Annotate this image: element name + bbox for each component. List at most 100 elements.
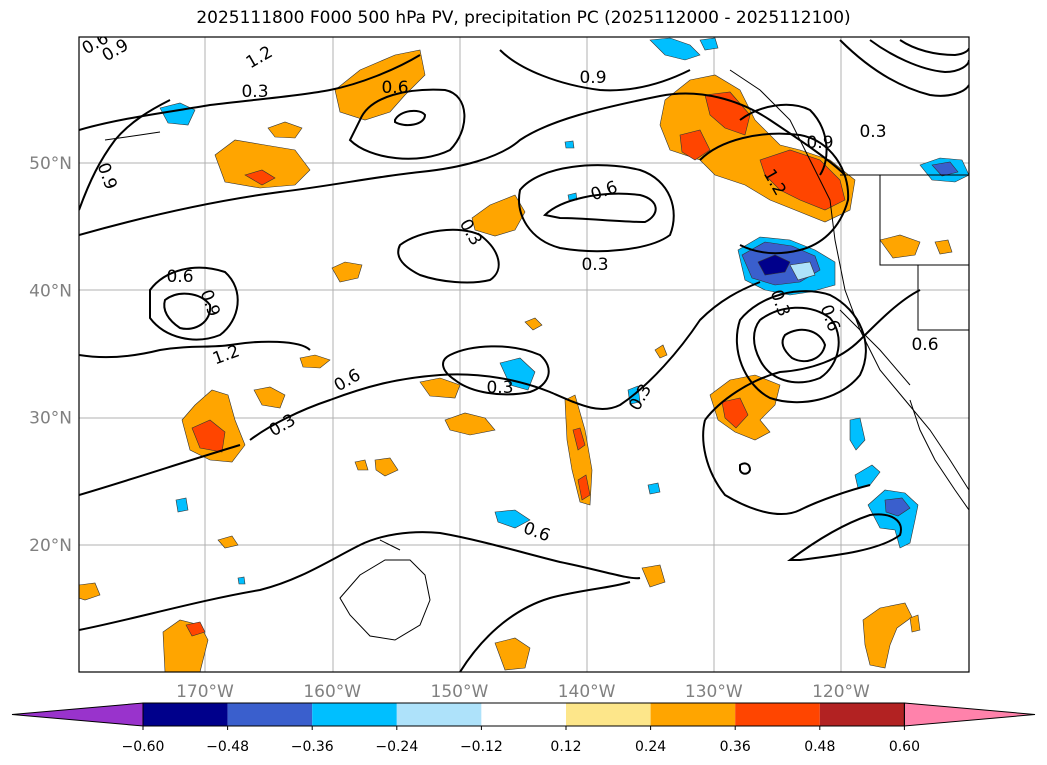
contour-line	[79, 444, 241, 496]
precip-blob	[175, 497, 189, 513]
contour-line	[518, 164, 675, 253]
colorbar-tick-label: −0.60	[122, 739, 165, 755]
precip-blob	[185, 621, 206, 637]
precip-blob	[699, 37, 719, 51]
precip-blob	[214, 139, 311, 189]
colorbar-tick-label: −0.48	[206, 739, 249, 755]
coastlines	[104, 69, 969, 641]
contour-label: 0.3	[241, 82, 268, 102]
contour-line	[702, 419, 871, 516]
precip-blob	[931, 161, 959, 177]
coastline	[729, 69, 969, 491]
precip-blob	[244, 169, 276, 186]
contour-line	[79, 99, 171, 211]
contour-line	[397, 228, 500, 284]
precip-blob	[564, 140, 575, 149]
precip-blob	[494, 509, 531, 529]
precip-blob	[577, 474, 591, 501]
precip-blob	[572, 427, 586, 451]
precip-blob	[253, 386, 286, 409]
coastline	[839, 309, 911, 386]
colorbar-outline	[142, 702, 905, 727]
contour-line	[79, 92, 846, 236]
precipitation-shading	[79, 37, 969, 672]
contour-line	[79, 340, 311, 359]
precip-blob	[757, 254, 791, 276]
precip-blob	[721, 397, 749, 429]
colorbar-swatch	[735, 703, 820, 726]
contour-line	[739, 103, 828, 176]
precip-blob	[641, 564, 666, 588]
precip-blob	[419, 377, 461, 399]
colorbar-tick-label: 0.36	[720, 739, 751, 755]
precip-blob	[191, 419, 226, 453]
contour-line	[542, 192, 657, 224]
coastline	[917, 265, 969, 331]
contour-label: 0.6	[381, 78, 408, 98]
colorbar-tick-label: 0.48	[804, 739, 835, 755]
lon-tick-label: 130°W	[685, 682, 743, 702]
precip-blob	[884, 497, 911, 517]
precip-blob	[494, 637, 531, 671]
contour-line	[839, 39, 969, 97]
colorbar-swatch	[650, 703, 736, 726]
colorbar-tick-label: −0.12	[460, 739, 503, 755]
longitude-labels: 170°W 160°W 150°W 140°W 130°W 120°W	[176, 682, 870, 702]
precip-blob	[649, 37, 701, 61]
precip-blob	[471, 194, 526, 237]
coastline	[379, 539, 401, 551]
precip-blob	[854, 464, 881, 489]
contour-line	[704, 289, 921, 421]
contour-line	[735, 290, 867, 404]
precip-blob	[499, 357, 536, 391]
colorbar-swatch	[227, 703, 313, 726]
contour-line	[499, 49, 691, 92]
precip-blob	[267, 121, 303, 139]
precip-blob	[524, 317, 543, 331]
precip-blob	[679, 129, 711, 161]
lon-tick-label: 160°W	[303, 682, 361, 702]
contour-line	[739, 462, 752, 475]
coastline	[879, 175, 969, 266]
contour-label: 0.6	[166, 267, 193, 287]
contour-line	[394, 109, 427, 127]
contour-line	[163, 292, 212, 330]
precip-blob	[217, 535, 239, 549]
lon-tick-label: 120°W	[812, 682, 870, 702]
lat-tick-label: 30°N	[29, 409, 72, 429]
pv-contours	[79, 39, 969, 672]
precip-blob	[79, 582, 101, 601]
contour-line	[899, 39, 969, 57]
contour-line	[442, 345, 550, 396]
precip-blob	[299, 354, 331, 369]
contour-line	[348, 88, 466, 160]
colorbar-arrow-high	[903, 702, 1036, 727]
precip-blob	[331, 261, 363, 283]
colorbar-tick-label: −0.24	[375, 739, 418, 755]
colorbar-tick-label: 0.24	[635, 739, 666, 755]
colorbar-tick-label: −0.36	[291, 739, 334, 755]
lat-tick-label: 40°N	[29, 281, 72, 301]
colorbar-arrow-low	[11, 702, 144, 727]
contour-line	[149, 266, 239, 341]
colorbar-swatch	[566, 703, 651, 726]
coastline	[104, 131, 161, 141]
coastline	[909, 399, 969, 511]
contour-line	[79, 531, 641, 631]
colorbar: −0.60 −0.48 −0.36 −0.24 −0.12 0.12 0.24 0.36 0.4…	[11, 702, 1036, 755]
contour-line	[869, 39, 969, 74]
contour-label: 0.9	[806, 133, 833, 153]
contour-label: 0.3	[859, 122, 886, 142]
latitude-labels: 50°N 40°N 30°N 20°N	[29, 154, 72, 556]
precip-blob	[237, 576, 246, 585]
contour-line	[249, 281, 761, 441]
lat-tick-label: 20°N	[29, 536, 72, 556]
map-frame	[78, 36, 970, 673]
precip-blob	[934, 239, 953, 255]
precip-blob	[354, 459, 369, 471]
coastline	[339, 559, 431, 641]
contour-line	[459, 581, 631, 672]
colorbar-swatch	[481, 703, 566, 726]
colorbar-swatch	[819, 703, 905, 726]
